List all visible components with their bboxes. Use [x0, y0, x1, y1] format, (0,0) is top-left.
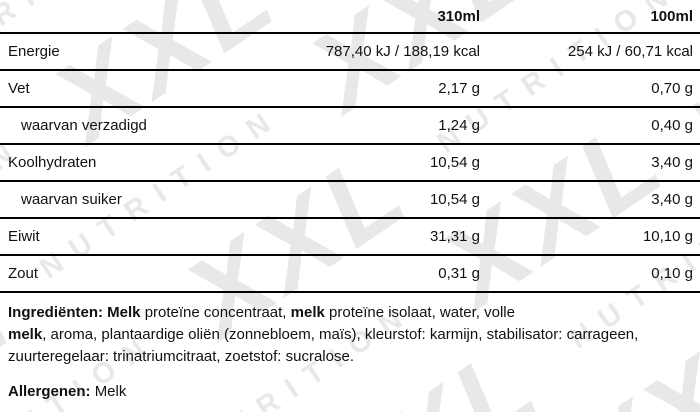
allergens-text: Allergenen: Melk [8, 381, 690, 403]
table-row: Zout 0,31 g 0,10 g [0, 254, 700, 291]
table-row: Vet 2,17 g 0,70 g [0, 69, 700, 106]
row-value-310ml: 31,31 g [429, 228, 480, 245]
table-row: Koolhydraten 10,54 g 3,40 g [0, 143, 700, 180]
row-value-100ml: 254 kJ / 60,71 kcal [567, 43, 693, 60]
row-value-310ml: 1,24 g [438, 117, 480, 134]
row-value-100ml: 3,40 g [651, 191, 693, 208]
column-header-100ml: 100ml [650, 7, 693, 25]
allergens-value: Melk [94, 383, 127, 400]
ingredients-segment: zuurteregelaar: trinatriumcitraat, zoets… [8, 348, 354, 365]
row-label: Koolhydraten [8, 154, 97, 171]
row-value-100ml: 0,70 g [651, 80, 693, 97]
nutrition-table: 310ml 100ml Energie 787,40 kJ / 188,19 kc… [0, 0, 700, 293]
row-label: Zout [8, 265, 39, 282]
column-header-310ml: 310ml [437, 7, 480, 25]
table-row: Energie 787,40 kJ / 188,19 kcal 254 kJ / 6… [0, 32, 700, 69]
table-row: waarvan suiker 10,54 g 3,40 g [0, 180, 700, 217]
row-value-310ml: 0,31 g [438, 265, 480, 282]
ingredients-segment: proteïne isolaat, water, volle [324, 304, 515, 321]
table-row: waarvan verzadigd 1,24 g 0,40 g [0, 106, 700, 143]
row-value-310ml: 2,17 g [438, 80, 480, 97]
ingredients-bold-segment: Ingrediënten: [8, 304, 108, 321]
row-value-310ml: 787,40 kJ / 188,19 kcal [325, 43, 480, 60]
nutrition-rows: Energie 787,40 kJ / 188,19 kcal 254 kJ / 6… [0, 32, 700, 291]
table-row: Eiwit 31,31 g 10,10 g [0, 217, 700, 254]
row-label: Vet [8, 80, 30, 97]
ingredients-bold-segment: Melk [107, 304, 141, 321]
row-label: waarvan suiker [21, 191, 122, 208]
row-label: Eiwit [8, 228, 40, 245]
ingredients-text: Ingrediënten: Melk proteïne concentraat,… [8, 302, 690, 368]
allergens-label: Allergenen: [8, 383, 91, 400]
row-label: waarvan verzadigd [21, 117, 147, 134]
ingredients-segment: proteïne concentraat, [140, 304, 291, 321]
ingredients-section: Ingrediënten: Melk proteïne concentraat,… [0, 293, 700, 403]
table-header-row: 310ml 100ml [0, 0, 700, 32]
row-value-310ml: 10,54 g [429, 154, 480, 171]
row-value-100ml: 0,40 g [651, 117, 693, 134]
ingredients-segment: , aroma, plantaardige oliën (zonnebloem,… [42, 326, 639, 343]
row-label: Energie [8, 43, 60, 60]
ingredients-bold-segment: melk [290, 304, 325, 321]
row-value-100ml: 0,10 g [651, 265, 693, 282]
nutrition-panel: 310ml 100ml Energie 787,40 kJ / 188,19 kc… [0, 0, 700, 403]
row-value-100ml: 3,40 g [651, 154, 693, 171]
row-value-100ml: 10,10 g [642, 228, 693, 245]
row-value-310ml: 10,54 g [429, 191, 480, 208]
ingredients-bold-segment: melk [8, 326, 43, 343]
